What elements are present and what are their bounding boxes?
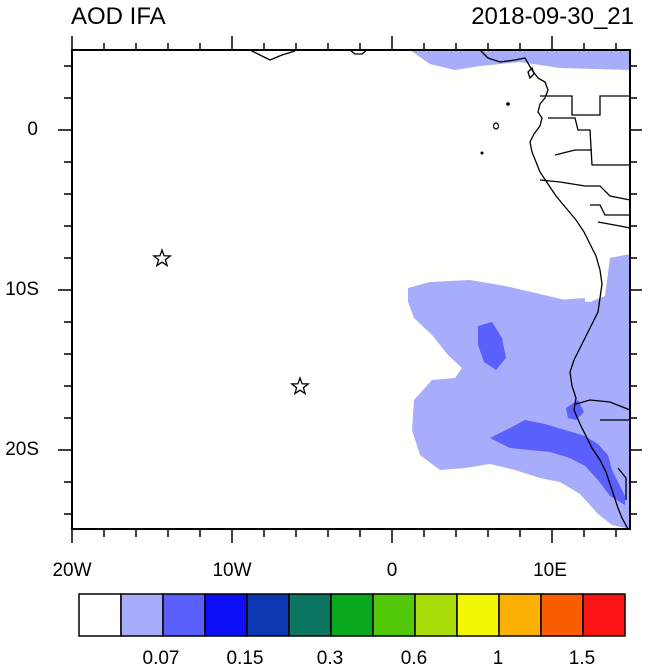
map-title: AOD IFA [71, 3, 166, 30]
border-1 [540, 95, 630, 116]
aod-region-north [410, 50, 630, 70]
colorbar-label-0.15: 0.15 [226, 648, 264, 669]
colorbar [78, 593, 626, 637]
colorbar-swatch-10 [498, 593, 542, 637]
colorbar-swatch-11 [540, 593, 584, 637]
colorbar-swatch-5 [288, 593, 332, 637]
axis-ticks [58, 36, 642, 543]
colorbar-swatch-6 [330, 593, 374, 637]
colorbar-label-1: 1 [492, 648, 504, 669]
colorbar-label-0.07: 0.07 [142, 648, 180, 669]
coastlines [249, 50, 630, 529]
colorbar-swatch-12 [582, 593, 626, 637]
lat-label-0: 0 [27, 119, 38, 140]
lon-label-10w: 10W [212, 560, 252, 581]
lake-1 [527, 66, 535, 80]
border-7 [575, 399, 630, 411]
border-3 [554, 149, 592, 156]
island-2 [492, 122, 500, 130]
border-2 [548, 117, 630, 166]
lon-label-0: 0 [386, 560, 398, 581]
border-5 [590, 204, 630, 216]
colorbar-label-0.6: 0.6 [400, 648, 428, 669]
colorbar-swatch-1 [120, 593, 164, 637]
aod-field-mid [478, 322, 625, 505]
star-marker-2 [290, 376, 310, 396]
colorbar-swatch-4 [246, 593, 290, 637]
colorbar-label-0.3: 0.3 [316, 648, 344, 669]
lat-label-20s: 20S [5, 439, 39, 460]
colorbar-swatch-9 [456, 593, 500, 637]
lon-label-10e: 10E [533, 560, 567, 581]
aod-region-east-strip [585, 296, 630, 420]
aod-region-patch [556, 298, 585, 332]
border-4 [539, 179, 630, 201]
star-marker-1 [152, 248, 172, 268]
colorbar-swatch-7 [372, 593, 416, 637]
aod-mid-patch-3 [566, 400, 584, 420]
border-6 [597, 221, 630, 229]
islands [480, 102, 510, 155]
colorbar-swatch-3 [204, 593, 248, 637]
west-africa-coast [249, 50, 368, 61]
colorbar-label-1.5: 1.5 [568, 648, 596, 669]
station-markers [152, 248, 310, 396]
map-timestamp: 2018-09-30_21 [471, 3, 634, 30]
lat-label-10s: 10S [5, 279, 39, 300]
colorbar-swatch-2 [162, 593, 206, 637]
island-3 [480, 151, 484, 155]
border-9 [617, 467, 627, 500]
colorbar-swatch-8 [414, 593, 458, 637]
island-1 [506, 102, 510, 106]
central-africa-coast [479, 50, 629, 529]
lon-label-20w: 20W [52, 560, 92, 581]
aod-mid-patch-1 [478, 322, 506, 370]
colorbar-swatch-0 [78, 593, 122, 637]
aod-mid-patch-2 [490, 420, 625, 505]
